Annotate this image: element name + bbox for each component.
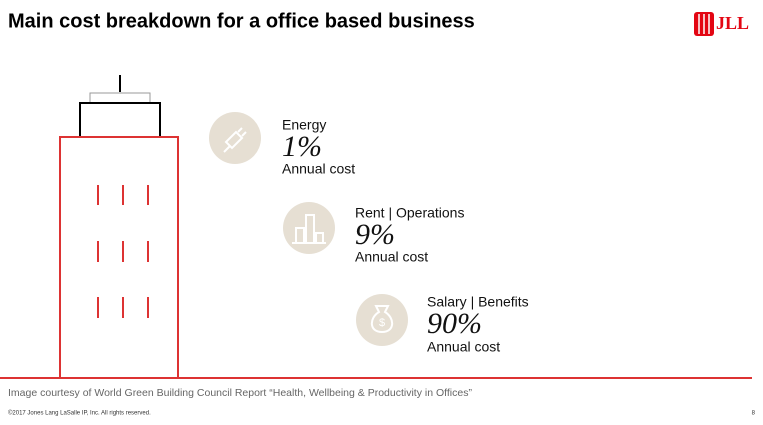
item-label: Energy (282, 117, 326, 133)
item-rent: Rent | Operations 9% Annual cost (355, 205, 464, 265)
item-value: 90% (427, 307, 482, 340)
item-energy: Energy 1% Annual cost (282, 117, 355, 177)
icons: $ (209, 112, 408, 346)
item-value: 1% (282, 130, 322, 163)
item-caption: Annual cost (355, 249, 428, 265)
item-caption: Annual cost (427, 339, 500, 355)
svg-text:$: $ (379, 317, 385, 329)
item-caption: Annual cost (282, 161, 355, 177)
title: Main cost breakdown for a office based b… (8, 10, 475, 32)
item-label: Salary | Benefits (427, 294, 529, 310)
page-number: 8 (752, 411, 756, 417)
building (0, 75, 752, 379)
logo: JLL (694, 12, 749, 36)
source-note: Image courtesy of World Green Building C… (8, 387, 472, 399)
item-value: 9% (355, 218, 395, 251)
logo-text: JLL (716, 13, 749, 33)
item-label: Rent | Operations (355, 205, 464, 221)
copyright: ©2017 Jones Lang LaSalle IP, Inc. All ri… (8, 410, 151, 417)
item-salary: Salary | Benefits 90% Annual cost (427, 294, 529, 355)
